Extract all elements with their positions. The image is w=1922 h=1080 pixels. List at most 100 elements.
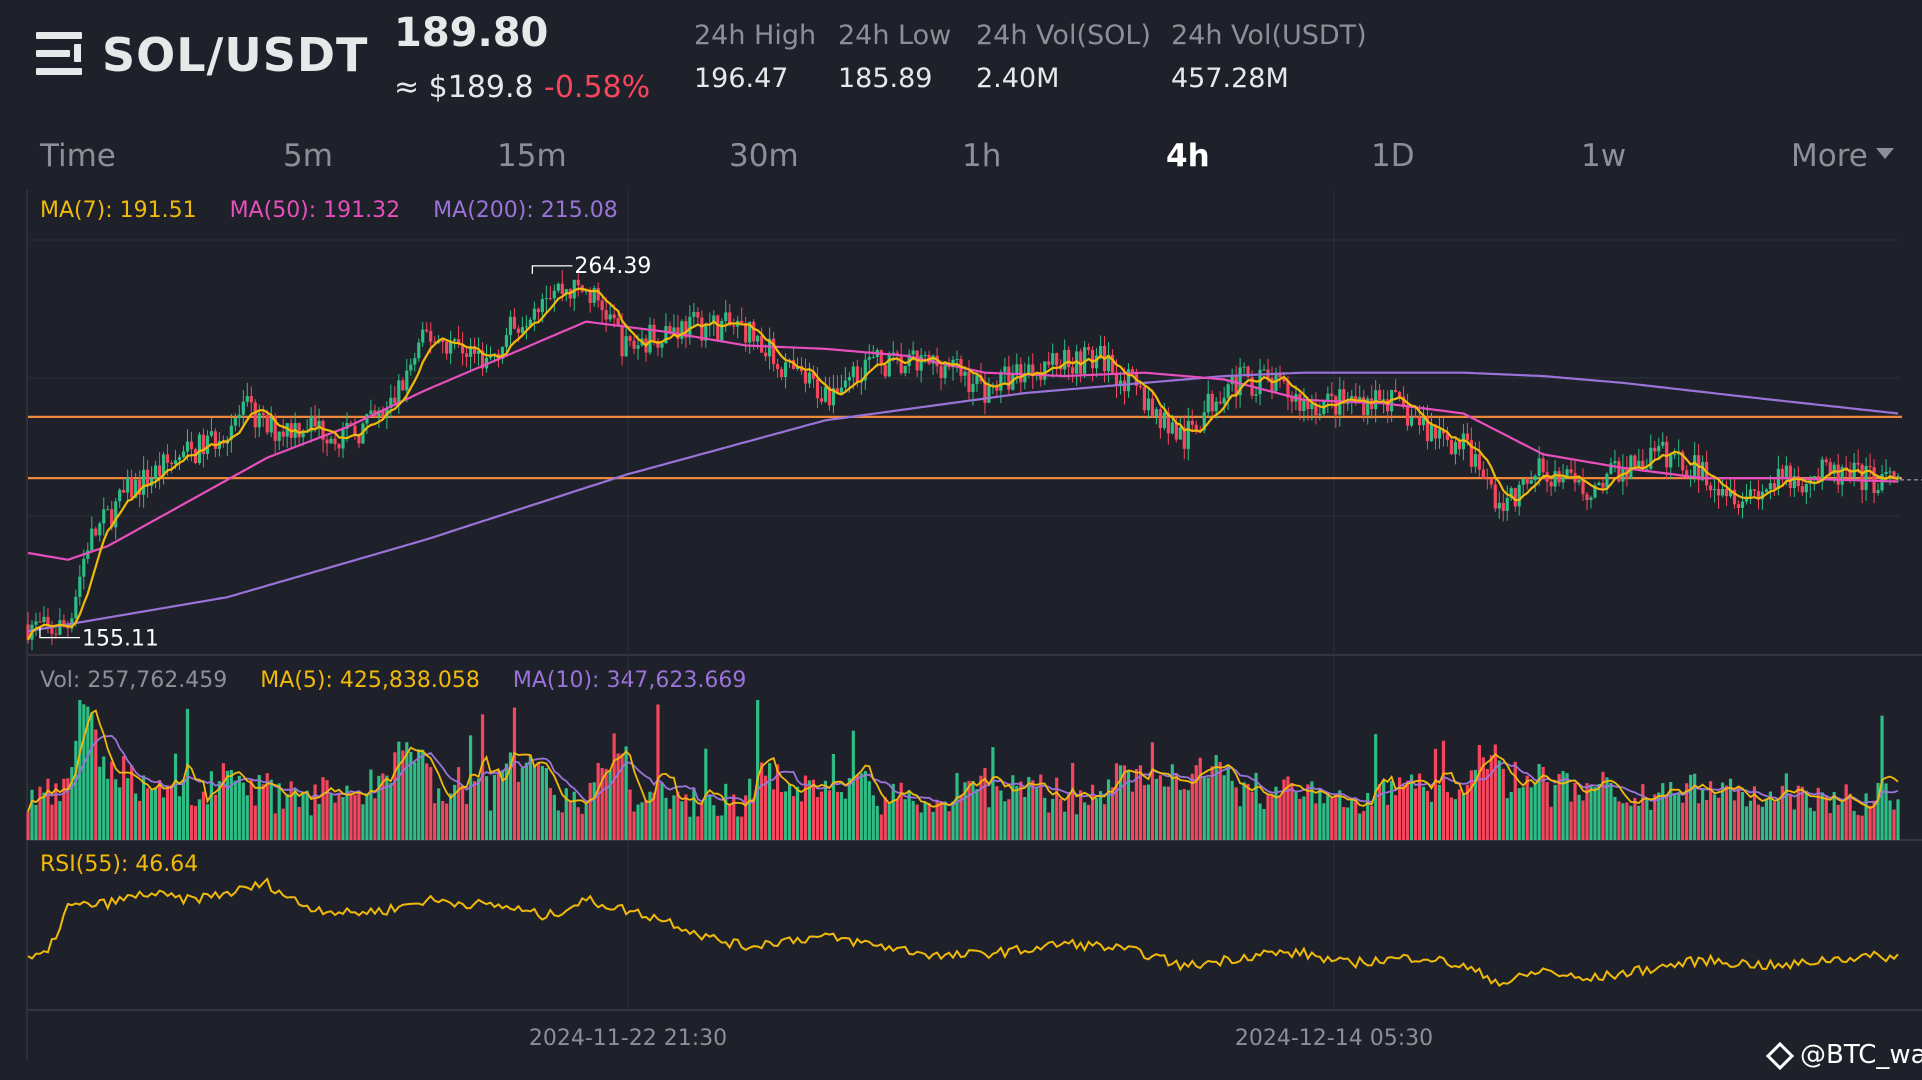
low-marker <box>39 627 80 639</box>
volume-bar <box>935 800 939 840</box>
candle-body <box>783 362 788 377</box>
menu-icon[interactable] <box>36 32 82 76</box>
candle-body <box>624 336 628 357</box>
candle-body <box>1310 403 1314 410</box>
candle-body <box>381 410 385 418</box>
candle-body <box>185 441 190 452</box>
candle-body <box>1326 393 1330 402</box>
volume-bar <box>1497 760 1501 840</box>
tab-1d[interactable]: 1D <box>1371 138 1415 174</box>
candle-body <box>389 397 393 409</box>
candle-body <box>1633 455 1637 467</box>
volume-bar <box>1581 800 1585 840</box>
candle-body <box>1126 369 1131 392</box>
candle-body <box>1501 502 1505 511</box>
pair-title[interactable]: SOL/USDT <box>102 28 369 82</box>
candle-body <box>369 410 373 415</box>
volume-bar <box>1370 805 1374 840</box>
volume-bar <box>959 794 963 840</box>
candle-body <box>1306 398 1310 410</box>
volume-bar <box>389 783 393 840</box>
tab-1w[interactable]: 1w <box>1581 138 1627 174</box>
volume-bar <box>1593 787 1597 840</box>
volume-bar <box>1697 803 1701 840</box>
candle-body <box>58 620 62 635</box>
candle-body <box>1641 460 1645 469</box>
candle-body <box>1218 401 1222 404</box>
volume-bar <box>484 776 489 840</box>
tab-30m[interactable]: 30m <box>729 138 799 174</box>
candle-body <box>1174 422 1178 440</box>
volume-bar <box>50 804 54 840</box>
volume-bar <box>1880 715 1884 840</box>
volume-bar <box>644 799 648 840</box>
volume-bar <box>377 775 381 840</box>
candle-body <box>744 322 748 343</box>
volume-bar <box>1836 804 1840 840</box>
volume-bar <box>1485 768 1489 840</box>
volume-bar <box>1294 792 1298 840</box>
candle-body <box>169 462 174 465</box>
volume-bar <box>161 797 166 840</box>
volume-bar <box>205 804 210 840</box>
candle-body <box>520 327 525 333</box>
tab-1h[interactable]: 1h <box>962 138 1002 174</box>
volume-bar <box>1417 773 1422 840</box>
candle-body <box>82 558 86 577</box>
tab-more[interactable]: More <box>1791 138 1894 174</box>
candle-body <box>1505 497 1509 511</box>
volume-bar <box>245 795 249 840</box>
candle-body <box>441 340 445 342</box>
tab-4h[interactable]: 4h <box>1166 138 1210 174</box>
candle-body <box>1645 468 1649 470</box>
volume-bar <box>1864 793 1868 840</box>
volume-bar <box>684 794 688 840</box>
rsi-indicator-legend: RSI(55): 46.64 <box>40 852 224 877</box>
candle-body <box>560 283 564 294</box>
volume-bar <box>775 764 780 840</box>
stat-label: 24h Vol(USDT) <box>1171 20 1367 51</box>
tab-15m[interactable]: 15m <box>497 138 567 174</box>
candle-body <box>325 439 329 444</box>
candle-body <box>313 416 317 427</box>
candle-body <box>1832 464 1836 474</box>
volume-bar <box>472 781 477 840</box>
tab-5m[interactable]: 5m <box>283 138 333 174</box>
candle-body <box>576 279 580 286</box>
candle-body <box>461 343 465 354</box>
candle-body <box>835 388 840 393</box>
candle-body <box>1094 355 1099 369</box>
candle-body <box>1362 397 1366 416</box>
ma50-line <box>27 320 1899 561</box>
volume-bar <box>1764 798 1769 840</box>
candlestick-chart[interactable]: 264.39 155.11 2024-11-22 21:30 2024-12-14 0… <box>0 190 1922 1080</box>
candle-body <box>1764 489 1769 492</box>
candle-body <box>445 341 449 354</box>
volume-bar <box>480 714 485 840</box>
candle-body <box>1302 398 1306 411</box>
volume-bar <box>1083 802 1087 840</box>
candle-body <box>895 352 899 355</box>
candle-body <box>1027 364 1031 374</box>
candle-body <box>867 357 871 360</box>
volume-bar <box>1122 765 1127 840</box>
volume-bar <box>130 765 134 840</box>
candle-body <box>1202 412 1206 431</box>
candle-body <box>1366 398 1370 416</box>
volume-bar <box>951 801 955 840</box>
volume-bar <box>748 778 752 840</box>
candle-body <box>1681 451 1685 471</box>
volume-bar <box>1533 782 1537 840</box>
volume-bar <box>1449 797 1454 840</box>
tab-time[interactable]: Time <box>40 138 116 174</box>
candle-body <box>791 360 796 370</box>
candle-body <box>600 300 604 311</box>
volume-bar <box>38 786 42 840</box>
candle-body <box>1210 393 1214 412</box>
candle-body <box>1549 481 1553 487</box>
candle-body <box>1433 424 1438 439</box>
volume-bar <box>939 801 943 840</box>
volume-bar <box>461 785 465 840</box>
volume-bar <box>540 765 544 840</box>
volume-bar <box>1860 815 1864 840</box>
